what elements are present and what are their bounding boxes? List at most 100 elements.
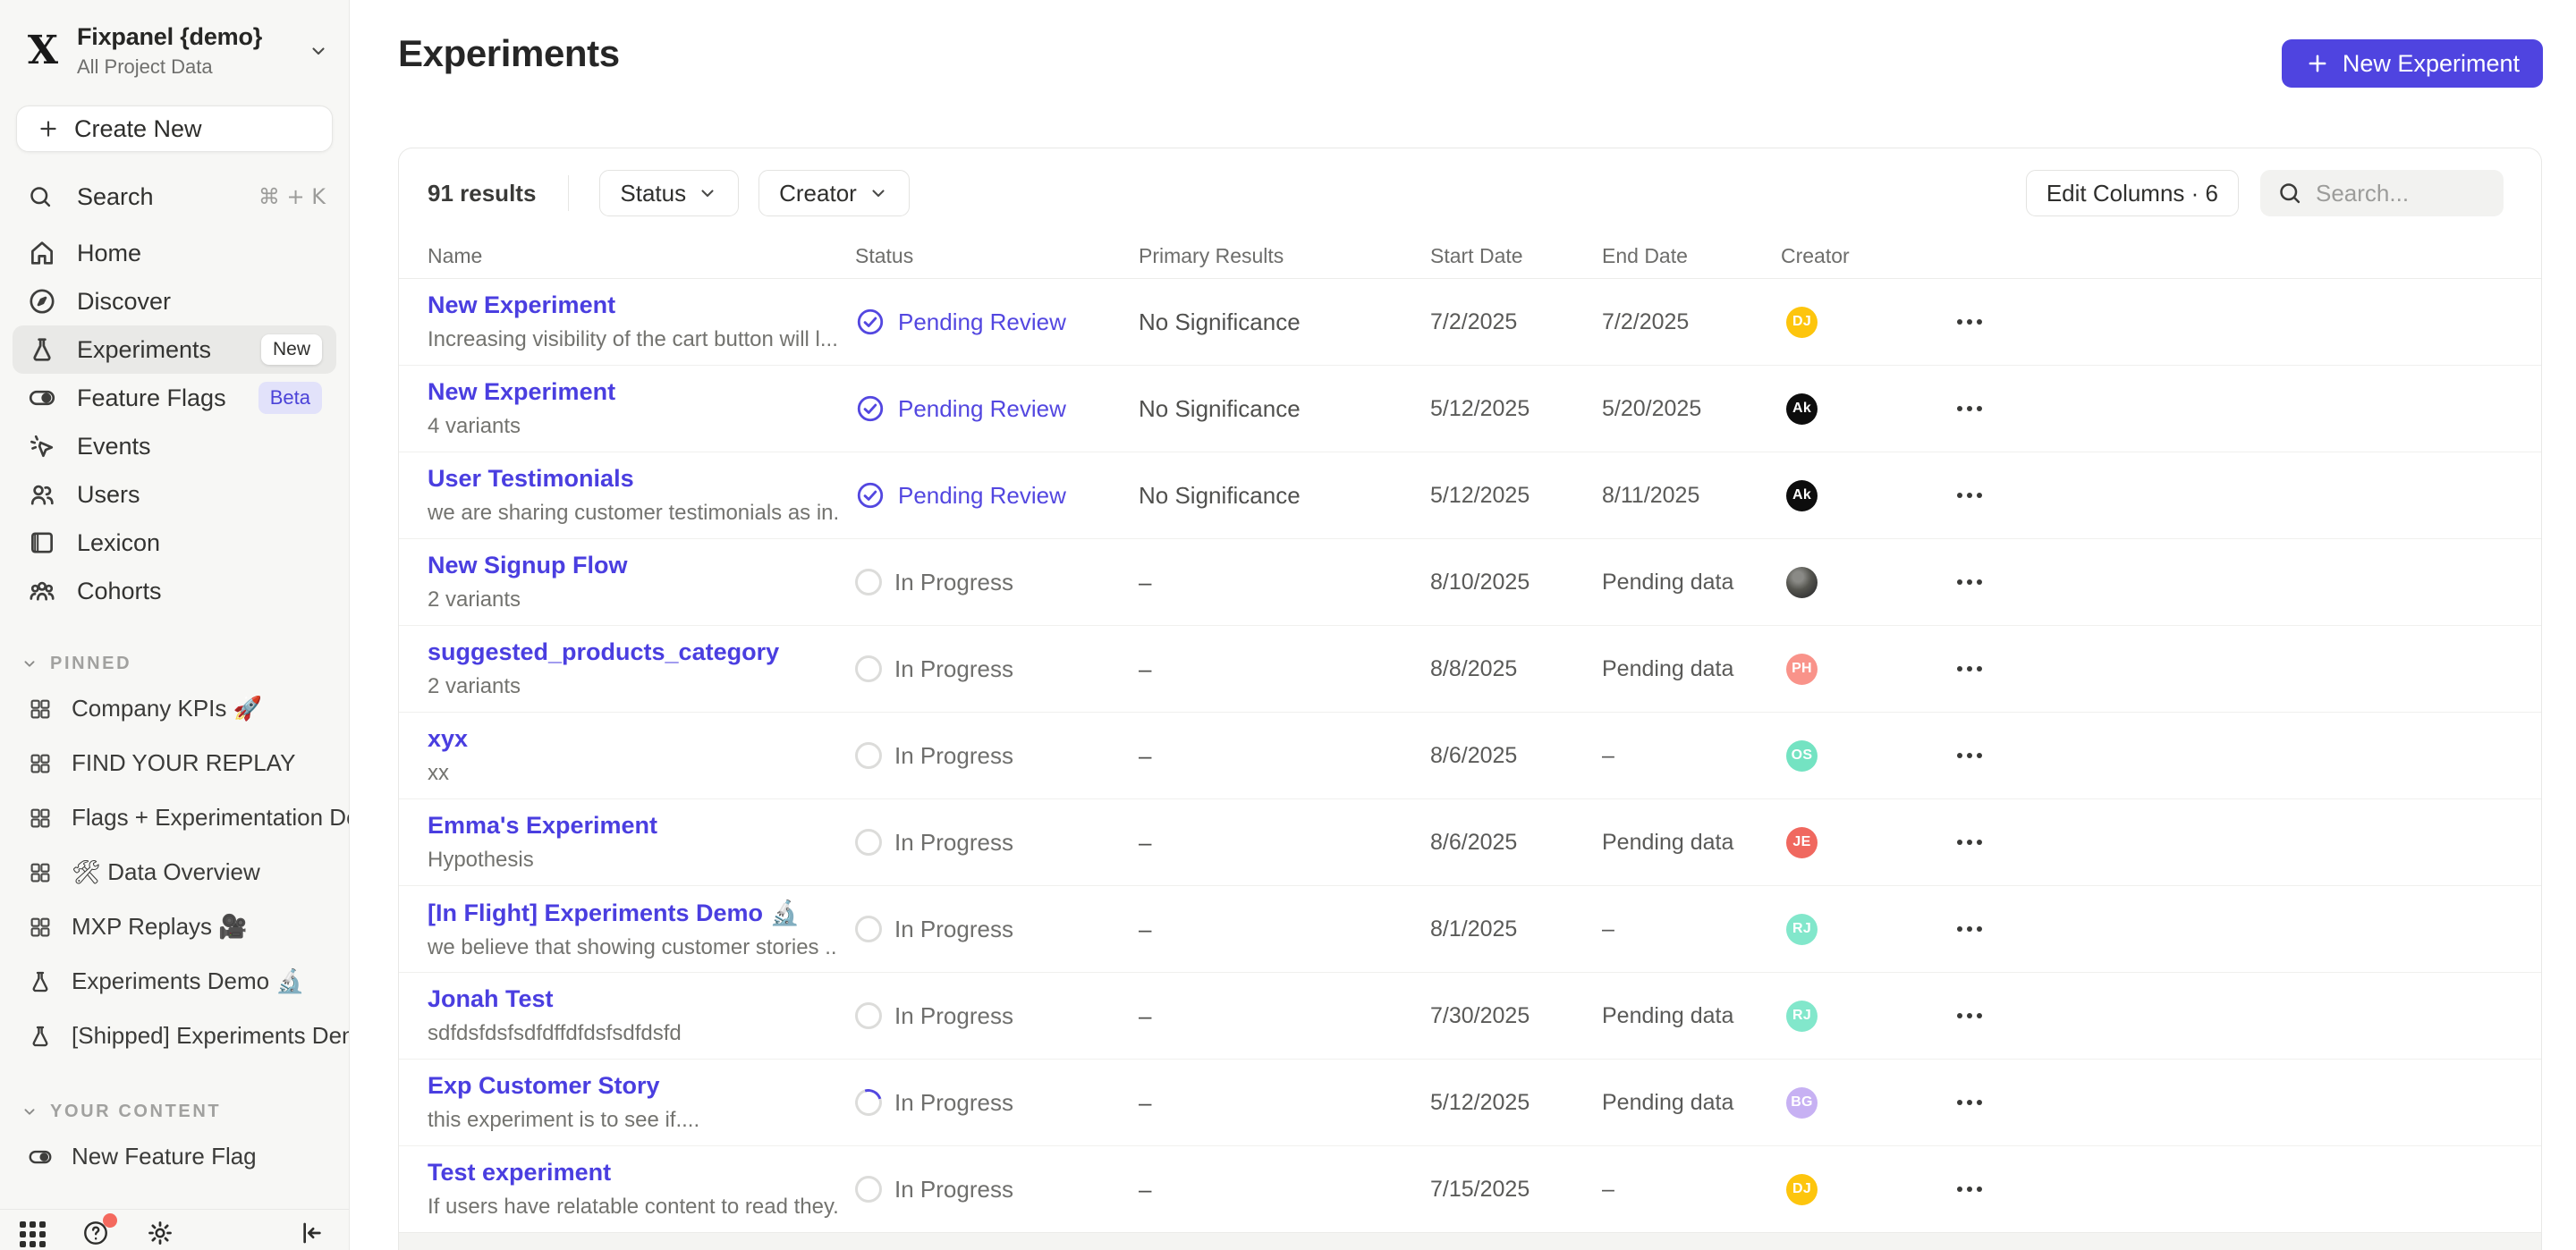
sidebar-item-feature-flags[interactable]: Feature Flags Beta (13, 374, 336, 422)
row-actions-menu[interactable] (1945, 579, 2043, 585)
sidebar-item-events[interactable]: Events (13, 422, 336, 470)
col-header-name[interactable]: Name (428, 244, 483, 267)
section-header-your-content[interactable]: YOUR CONTENT (0, 1094, 349, 1129)
primary-results-cell: – (1139, 1001, 1152, 1029)
status-cell: In Progress (850, 1084, 1139, 1121)
start-date-cell: 8/6/2025 (1430, 742, 1518, 768)
col-header-end-date[interactable]: End Date (1602, 244, 1688, 267)
workspace-text: Fixpanel {demo} All Project Data (77, 23, 293, 79)
pinned-item-label: Flags + Experimentation Demo , (72, 804, 349, 831)
start-date-cell: 8/8/2025 (1430, 655, 1518, 681)
row-actions-menu[interactable] (1945, 840, 2043, 845)
creator-filter-button[interactable]: Creator (758, 170, 910, 216)
status-cell: In Progress (855, 829, 1139, 857)
creator-cell: DJ (1781, 1173, 1945, 1205)
new-experiment-button[interactable]: New Experiment (2281, 39, 2543, 88)
row-actions-menu[interactable] (1945, 753, 2043, 758)
sidebar-item-users[interactable]: Users (13, 470, 336, 519)
experiment-link[interactable]: [In Flight] Experiments Demo 🔬 (428, 899, 801, 926)
creator-avatar: PH (1786, 653, 1818, 685)
experiment-link[interactable]: Jonah Test (428, 985, 554, 1012)
experiment-link[interactable]: suggested_products_category (428, 638, 780, 665)
sidebar-search[interactable]: Search ⌘ + K (0, 173, 349, 220)
experiment-link[interactable]: xyx (428, 725, 469, 752)
pinned-item-label: 🛠 Data Overview (72, 858, 260, 885)
sidebar-item-discover[interactable]: Discover (13, 277, 336, 325)
col-header-start-date[interactable]: Start Date (1430, 244, 1523, 267)
sidebar-item-cohorts[interactable]: Cohorts (13, 567, 336, 615)
sidebar-pinned-item[interactable]: FIND YOUR REPLAY (0, 736, 349, 790)
status-label: In Progress (894, 915, 1013, 942)
sidebar-pinned-item[interactable]: Company KPIs 🚀 (0, 681, 349, 736)
experiment-subtitle: this experiment is to see if.... (428, 1108, 700, 1132)
apps-grid-icon[interactable] (20, 1219, 46, 1247)
new-badge: New (260, 334, 322, 365)
collapse-sidebar-icon[interactable] (297, 1219, 326, 1247)
experiment-link[interactable]: New Signup Flow (428, 552, 628, 579)
sidebar-pinned-item[interactable]: [Shipped] Experiments Demo 🖊 (0, 1009, 349, 1063)
experiment-link[interactable]: User Testimonials (428, 465, 634, 492)
board-icon (27, 859, 54, 886)
flask-icon (27, 334, 57, 365)
row-actions-menu[interactable] (1945, 1187, 2043, 1192)
sidebar-pinned-item[interactable]: Flags + Experimentation Demo , (0, 790, 349, 845)
start-date-cell: 5/12/2025 (1430, 395, 1530, 421)
table-search-input[interactable] (2316, 179, 2487, 207)
pinned-item-label: Company KPIs 🚀 (72, 695, 263, 722)
primary-results-cell: No Significance (1139, 394, 1301, 422)
sidebar-item-experiments[interactable]: Experiments New (13, 325, 336, 374)
creator-avatar: JE (1786, 826, 1818, 858)
row-actions-menu[interactable] (1945, 406, 2043, 411)
start-date-cell: 8/1/2025 (1430, 916, 1518, 942)
search-hotkey: ⌘ + K (258, 184, 326, 209)
help-icon[interactable] (81, 1213, 117, 1247)
experiment-subtitle: 4 variants (428, 414, 521, 438)
col-header-status[interactable]: Status (855, 244, 914, 267)
status-label: In Progress (894, 1088, 1013, 1116)
creator-avatar: OS (1786, 739, 1818, 772)
table-row: New Signup Flow 2 variants In Progress –… (399, 539, 2541, 626)
edit-columns-button[interactable]: Edit Columns · 6 (2025, 170, 2239, 216)
sidebar-pinned-item[interactable]: 🛠 Data Overview (0, 845, 349, 899)
settings-gear-icon[interactable] (146, 1219, 174, 1247)
row-actions-menu[interactable] (1945, 926, 2043, 932)
board-icon (27, 696, 54, 722)
page-title: Experiments (398, 32, 620, 74)
row-actions-menu[interactable] (1945, 1013, 2043, 1018)
col-header-creator[interactable]: Creator (1781, 244, 1850, 267)
sidebar-item-home[interactable]: Home (13, 229, 336, 277)
experiment-link[interactable]: New Experiment (428, 291, 616, 318)
row-actions-menu[interactable] (1945, 319, 2043, 325)
experiments-card: 91 results Status Creator Edit Columns ·… (398, 148, 2542, 1250)
experiment-link[interactable]: New Experiment (428, 378, 616, 405)
experiment-link[interactable]: Emma's Experiment (428, 812, 658, 839)
table-row: suggested_products_category 2 variants I… (399, 626, 2541, 713)
row-actions-menu[interactable] (1945, 1100, 2043, 1105)
sidebar: X Fixpanel {demo} All Project Data Creat… (0, 0, 350, 1250)
section-header-pinned[interactable]: PINNED (0, 646, 349, 681)
col-header-primary-results[interactable]: Primary Results (1139, 244, 1284, 267)
toggle-icon (27, 1144, 54, 1170)
plus-icon (37, 117, 60, 140)
experiment-link[interactable]: Exp Customer Story (428, 1072, 660, 1099)
experiment-link[interactable]: Test experiment (428, 1159, 612, 1186)
end-date-cell: 8/11/2025 (1602, 482, 1700, 508)
main-content: Experiments New Experiment 91 results St… (350, 0, 2576, 1250)
sidebar-pinned-item[interactable]: Experiments Demo 🔬 (0, 954, 349, 1009)
sidebar-pinned-item[interactable]: New Feature Flag (0, 1129, 349, 1184)
name-cell: New Signup Flow 2 variants (428, 552, 855, 612)
status-cell: In Progress (855, 1176, 1139, 1204)
create-new-button[interactable]: Create New (16, 106, 333, 152)
creator-avatar: RJ (1786, 1000, 1818, 1032)
sidebar-pinned-item[interactable]: MXP Replays 🎥 (0, 899, 349, 954)
horizontal-scrollbar[interactable] (399, 1232, 2541, 1250)
table-row: User Testimonials we are sharing custome… (399, 452, 2541, 539)
sidebar-item-lexicon[interactable]: Lexicon (13, 519, 336, 567)
plus-icon (2305, 51, 2330, 76)
row-actions-menu[interactable] (1945, 666, 2043, 671)
creator-cell: DJ (1781, 306, 1945, 338)
workspace-switcher[interactable]: X Fixpanel {demo} All Project Data (0, 0, 349, 95)
status-filter-button[interactable]: Status (599, 170, 740, 216)
row-actions-menu[interactable] (1945, 493, 2043, 498)
